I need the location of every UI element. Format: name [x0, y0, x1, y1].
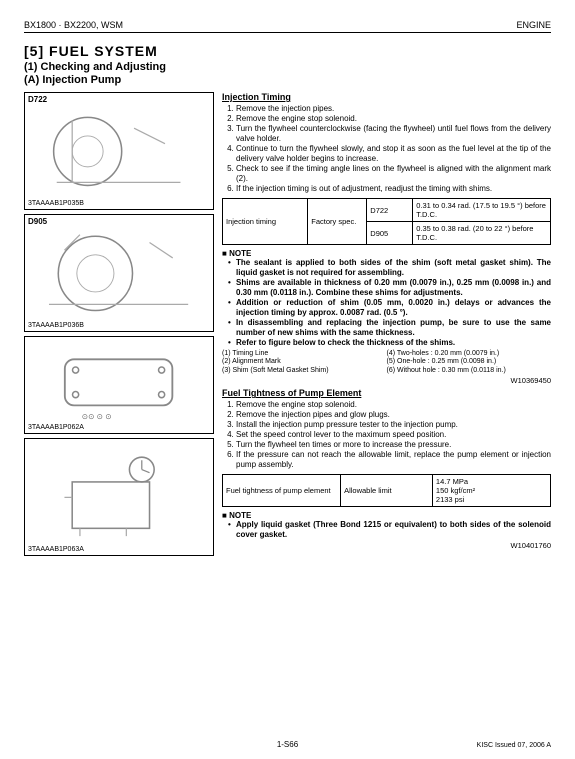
- figure-box: 3TAAAAB1P063A: [24, 438, 214, 556]
- procedure-step: Remove the injection pipes and glow plug…: [236, 410, 551, 420]
- page-header: BX1800 · BX2200, WSM ENGINE: [24, 20, 551, 30]
- figure-placeholder-icon: ⊙⊙ ⊙ ⊙: [25, 337, 213, 433]
- figure-code: 3TAAAAB1P036B: [28, 322, 84, 329]
- figure-code: 3TAAAAB1P035B: [28, 200, 84, 207]
- figure-box: ⊙⊙ ⊙ ⊙ 3TAAAAB1P062A: [24, 336, 214, 434]
- note-list: The sealant is applied to both sides of …: [222, 258, 551, 348]
- table-cell: D722: [367, 199, 413, 222]
- text-column: Injection Timing Remove the injection pi…: [222, 92, 551, 560]
- reference-code: W10401760: [222, 541, 551, 550]
- figure-column: D722 3TAAAAB1P035B D905 3TAAAAB1P036B ⊙⊙…: [24, 92, 214, 560]
- table-row: Injection timing Factory spec. D722 0.31…: [223, 199, 551, 222]
- procedure-step: Remove the engine stop solenoid.: [236, 114, 551, 124]
- procedure-step: Remove the injection pipes.: [236, 104, 551, 114]
- figure-placeholder-icon: [25, 215, 213, 331]
- note-list: Apply liquid gasket (Three Bond 1215 or …: [222, 520, 551, 540]
- table-cell: D905: [367, 222, 413, 245]
- procedure-step: If the pressure can not reach the allowa…: [236, 450, 551, 470]
- legend: (1) Timing Line (2) Alignment Mark (3) S…: [222, 350, 551, 375]
- spec-table: Fuel tightness of pump element Allowable…: [222, 474, 551, 507]
- legend-col: (4) Two-holes : 0.20 mm (0.0079 in.) (5)…: [387, 350, 552, 375]
- procedure-step: Check to see if the timing angle lines o…: [236, 164, 551, 184]
- issue-stamp: KISC Issued 07, 2006 A: [477, 742, 551, 749]
- svg-text:⊙⊙ ⊙ ⊙: ⊙⊙ ⊙ ⊙: [82, 412, 112, 421]
- reference-code: W10369450: [222, 376, 551, 385]
- figure-box: D905 3TAAAAB1P036B: [24, 214, 214, 332]
- header-rule: [24, 32, 551, 33]
- table-cell: Factory spec.: [308, 199, 367, 245]
- section-sub2: (A) Injection Pump: [24, 74, 551, 86]
- procedure-step: If the injection timing is out of adjust…: [236, 184, 551, 194]
- note-heading: NOTE: [222, 249, 551, 258]
- procedure-list: Remove the engine stop solenoid. Remove …: [222, 400, 551, 470]
- header-left: BX1800 · BX2200, WSM: [24, 20, 123, 30]
- content-columns: D722 3TAAAAB1P035B D905 3TAAAAB1P036B ⊙⊙…: [24, 92, 551, 560]
- table-cell: Allowable limit: [341, 475, 433, 507]
- figure-code: 3TAAAAB1P063A: [28, 546, 84, 553]
- note-item: Shims are available in thickness of 0.20…: [228, 278, 551, 298]
- procedure-step: Install the injection pump pressure test…: [236, 420, 551, 430]
- legend-item: (5) One-hole : 0.25 mm (0.0098 in.): [387, 358, 552, 366]
- figure-box: D722 3TAAAAB1P035B: [24, 92, 214, 210]
- table-cell: 0.35 to 0.38 rad. (20 to 22 °) before T.…: [413, 222, 551, 245]
- note-item: In disassembling and replacing the injec…: [228, 318, 551, 338]
- procedure-step: Turn the flywheel counterclockwise (faci…: [236, 124, 551, 144]
- table-cell: 0.31 to 0.34 rad. (17.5 to 19.5 °) befor…: [413, 199, 551, 222]
- figure-placeholder-icon: [25, 439, 213, 555]
- legend-col: (1) Timing Line (2) Alignment Mark (3) S…: [222, 350, 387, 375]
- section-title: [5] FUEL SYSTEM: [24, 43, 551, 59]
- note-item: Refer to figure below to check the thick…: [228, 338, 551, 348]
- note-item: The sealant is applied to both sides of …: [228, 258, 551, 278]
- table-cell: 14.7 MPa 150 kgf/cm² 2133 psi: [432, 475, 550, 507]
- procedure-list: Remove the injection pipes. Remove the e…: [222, 104, 551, 194]
- legend-item: (1) Timing Line: [222, 350, 387, 358]
- header-right: ENGINE: [516, 20, 551, 30]
- subsection-title: Fuel Tightness of Pump Element: [222, 388, 551, 398]
- spec-table: Injection timing Factory spec. D722 0.31…: [222, 198, 551, 245]
- legend-item: (2) Alignment Mark: [222, 358, 387, 366]
- legend-item: (6) Without hole : 0.30 mm (0.0118 in.): [387, 367, 552, 375]
- procedure-step: Turn the flywheel ten times or more to i…: [236, 440, 551, 450]
- figure-placeholder-icon: [25, 93, 213, 209]
- table-cell: Fuel tightness of pump element: [223, 475, 341, 507]
- legend-item: (4) Two-holes : 0.20 mm (0.0079 in.): [387, 350, 552, 358]
- note-item: Apply liquid gasket (Three Bond 1215 or …: [228, 520, 551, 540]
- figure-label: D722: [28, 95, 47, 104]
- note-item: Addition or reduction of shim (0.05 mm, …: [228, 298, 551, 318]
- procedure-step: Remove the engine stop solenoid.: [236, 400, 551, 410]
- subsection-title: Injection Timing: [222, 92, 551, 102]
- procedure-step: Set the speed control lever to the maxim…: [236, 430, 551, 440]
- table-row: Fuel tightness of pump element Allowable…: [223, 475, 551, 507]
- figure-label: D905: [28, 217, 47, 226]
- note-heading: NOTE: [222, 511, 551, 520]
- table-cell: Injection timing: [223, 199, 308, 245]
- procedure-step: Continue to turn the flywheel slowly, an…: [236, 144, 551, 164]
- section-sub1: (1) Checking and Adjusting: [24, 61, 551, 73]
- legend-item: (3) Shim (Soft Metal Gasket Shim): [222, 367, 387, 375]
- figure-code: 3TAAAAB1P062A: [28, 424, 84, 431]
